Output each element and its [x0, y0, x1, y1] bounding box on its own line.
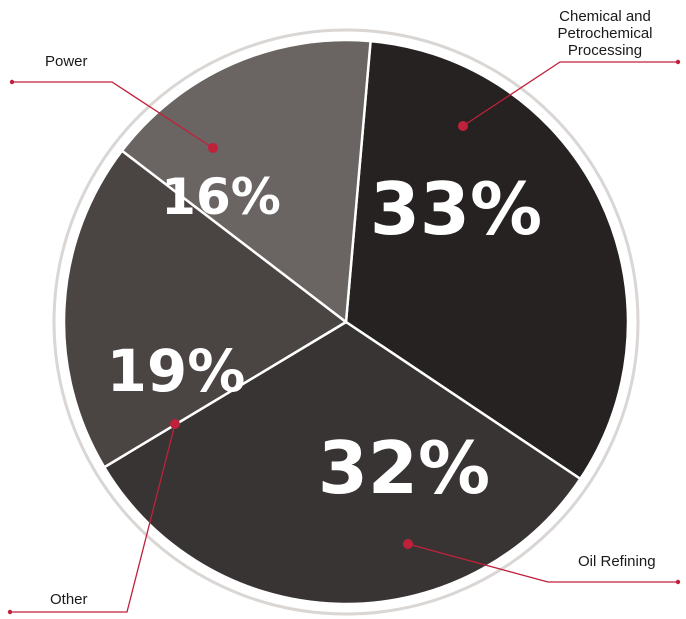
callout-leader-line [10, 423, 176, 613]
callout-dot [458, 121, 468, 131]
slice-percent-label: 19% [107, 337, 246, 405]
category-label: Oil Refining [578, 553, 656, 570]
category-label: Chemical and Petrochemical Processing [557, 8, 652, 59]
callout-dot [208, 143, 218, 153]
slice-percent-label: 32% [318, 426, 490, 510]
callout-dot [403, 539, 413, 549]
callout-leader-line [407, 543, 678, 583]
slice-percent-label: 33% [370, 167, 542, 251]
category-label-line: Other [50, 591, 88, 608]
callout-leader-line [462, 61, 678, 127]
pie-slice-oil-refining [102, 320, 583, 606]
slice-percent-label: 16% [161, 168, 281, 226]
category-label-line: Processing [568, 42, 642, 59]
callout-end-dot [9, 79, 15, 85]
pie-slice-other [62, 148, 349, 469]
pie-slice-power [120, 38, 372, 325]
callout-end-dot [675, 579, 681, 585]
pie-outer-ring [52, 28, 640, 616]
callout-end-dot [7, 609, 13, 615]
category-label-line: Chemical and [559, 8, 651, 25]
category-label-line: Power [45, 53, 88, 70]
callout-dot [170, 419, 180, 429]
category-label-line: Oil Refining [578, 553, 656, 570]
category-label-line: Petrochemical [557, 25, 652, 42]
percent-labels: 33% 32% 19% 16% [107, 167, 543, 510]
category-label: Other [50, 591, 88, 608]
callouts: Chemical and Petrochemical Processing Oil R… [7, 8, 681, 615]
callout-leader-line [12, 81, 214, 149]
pie-slices [62, 38, 630, 606]
callout-end-dot [675, 59, 681, 65]
category-label: Power [45, 53, 88, 70]
pie-slice-chemical-and-petrochemical-processing [344, 39, 630, 481]
